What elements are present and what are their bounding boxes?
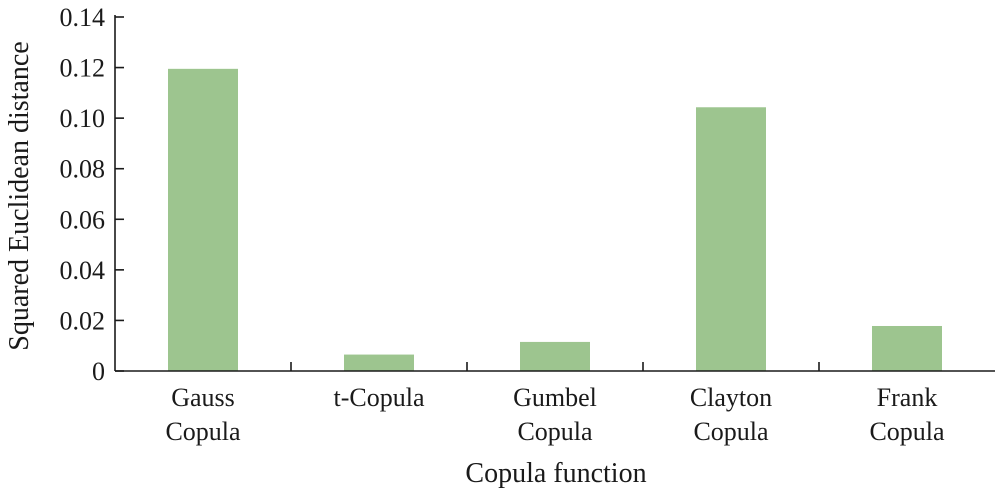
- y-axis-title: Squared Euclidean distance: [4, 41, 35, 350]
- y-tick-label: 0.02: [60, 306, 106, 335]
- x-category-label: Frank Copula: [869, 383, 945, 446]
- x-category-label: Gumbel Copula: [513, 383, 597, 446]
- x-category-label-line: Copula: [693, 417, 769, 446]
- x-category-label-line: Gauss: [171, 383, 235, 412]
- y-tick-label: 0.06: [60, 205, 106, 234]
- y-tick-label: 0.08: [60, 155, 106, 184]
- bar: [872, 325, 942, 371]
- bar: [520, 341, 590, 371]
- bar: [344, 354, 414, 371]
- y-tick-label: 0.12: [60, 54, 106, 83]
- x-axis-title: Copula function: [465, 458, 646, 489]
- x-category-label-line: Gumbel: [513, 383, 597, 412]
- x-category-label-line: Copula: [869, 417, 945, 446]
- x-category-label-line: Copula: [517, 417, 593, 446]
- bar: [696, 107, 766, 372]
- y-ticks-group: 0 0.02 0.04 0.06 0.08 0.10 0.12 0.14: [60, 3, 124, 386]
- x-category-label: t-Copula: [334, 383, 425, 412]
- x-category-label-line: Copula: [165, 417, 241, 446]
- x-category-label: Clayton Copula: [690, 383, 772, 446]
- x-categories-group: Gauss Copula t-Copula Gumbel Copula Clayton Co…: [165, 383, 945, 446]
- x-category-label: Gauss Copula: [165, 383, 241, 446]
- y-tick-label: 0: [92, 357, 105, 386]
- y-tick-label: 0.10: [60, 104, 106, 133]
- x-category-label-line: Frank: [877, 383, 938, 412]
- x-category-label-line: Clayton: [690, 383, 772, 412]
- bars-group: [168, 68, 942, 372]
- y-tick-label: 0.04: [60, 256, 106, 285]
- y-tick-label: 0.14: [60, 3, 106, 32]
- bar: [168, 68, 238, 371]
- x-category-label-line: t-Copula: [334, 383, 425, 412]
- axes-group: [114, 15, 995, 372]
